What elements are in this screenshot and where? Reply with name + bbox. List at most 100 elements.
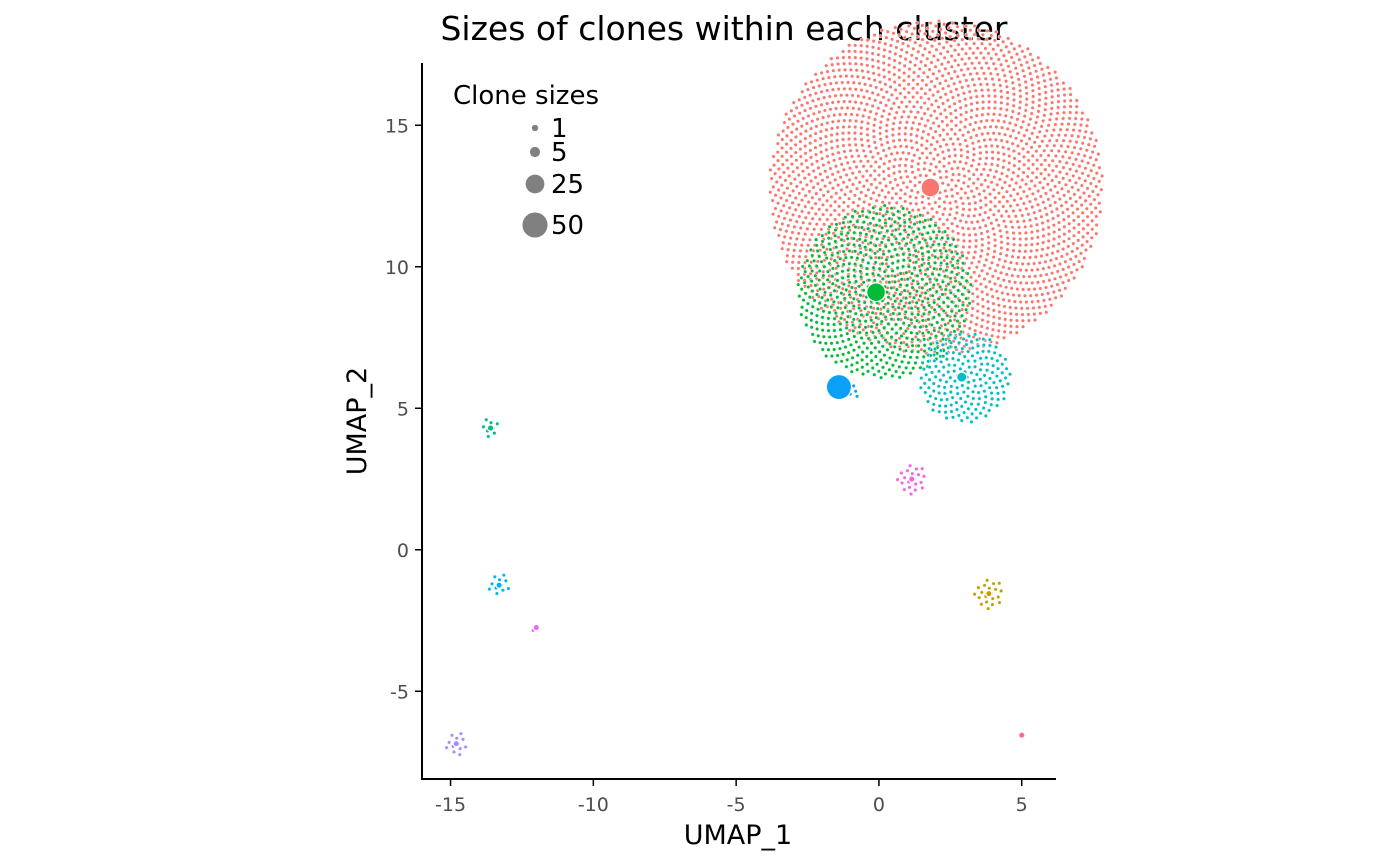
cell-point	[886, 190, 891, 195]
cell-point	[978, 356, 983, 361]
cell-point	[1078, 122, 1083, 127]
cell-point	[994, 374, 999, 379]
cell-point	[1014, 181, 1019, 186]
cell-point	[969, 220, 974, 225]
cell-point	[935, 320, 940, 325]
cell-point	[796, 260, 801, 265]
cell-point	[1017, 249, 1022, 254]
cell-point	[846, 268, 851, 273]
cell-point	[946, 345, 951, 350]
cell-point	[847, 292, 852, 297]
cell-point	[832, 158, 837, 163]
cell-point	[1000, 125, 1005, 130]
cell-point	[1064, 171, 1069, 176]
cell-point	[903, 329, 908, 334]
cell-point	[807, 189, 812, 194]
cell-point	[844, 364, 849, 369]
cell-point	[853, 262, 858, 267]
cell-point	[853, 224, 858, 230]
cell-point	[795, 165, 800, 170]
cell-point	[1062, 98, 1067, 103]
cell-point	[1054, 138, 1059, 143]
cell-point	[1054, 256, 1059, 261]
cell-point	[935, 139, 940, 144]
cell-point	[1027, 136, 1032, 141]
cell-point	[1023, 230, 1028, 235]
cell-point	[1002, 132, 1008, 137]
cell-point	[850, 323, 856, 328]
cell-point	[771, 184, 776, 189]
cell-point	[950, 256, 955, 261]
cell-point	[1003, 113, 1008, 118]
cell-point	[909, 188, 914, 193]
cell-point	[1019, 138, 1024, 143]
cell-point	[816, 97, 821, 102]
cell-point	[944, 379, 949, 384]
cell-point	[1064, 200, 1069, 205]
cell-point	[895, 252, 900, 257]
x-tick-label: -15	[435, 794, 466, 816]
cell-point	[993, 345, 999, 350]
cell-point	[942, 391, 947, 396]
cell-point	[855, 360, 860, 365]
cell-point	[1005, 241, 1010, 246]
cell-point	[986, 173, 991, 178]
cell-point	[1076, 222, 1081, 227]
cell-point	[963, 103, 969, 108]
cell-point	[829, 341, 834, 346]
cell-point	[1004, 285, 1009, 290]
cell-point	[869, 182, 874, 187]
cell-point	[835, 278, 840, 283]
cell-point	[871, 190, 876, 195]
cell-point	[820, 315, 825, 320]
cell-point	[973, 332, 978, 337]
clusters-layer	[444, 19, 1105, 757]
cell-point	[820, 202, 825, 207]
cell-point	[920, 200, 925, 205]
cell-point	[1072, 275, 1077, 280]
cell-point	[852, 273, 857, 278]
cell-point	[949, 119, 954, 124]
cell-point	[962, 323, 967, 328]
cell-point	[1039, 124, 1044, 129]
cell-point	[940, 119, 945, 124]
cell-point	[960, 213, 965, 218]
cell-point	[969, 402, 974, 407]
cell-point	[1057, 170, 1063, 175]
cell-point	[940, 279, 945, 284]
cell-point	[928, 151, 933, 156]
cell-point	[962, 318, 967, 323]
cell-point	[874, 223, 879, 228]
cell-point	[1047, 71, 1052, 76]
cell-point	[990, 602, 995, 607]
cell-point	[877, 164, 882, 169]
cell-point	[1082, 153, 1087, 158]
cell-point	[984, 284, 989, 289]
cell-point	[841, 167, 846, 172]
cell-point	[780, 154, 785, 159]
cell-point	[952, 69, 957, 74]
cell-point	[500, 588, 506, 593]
cell-point	[844, 172, 849, 178]
cell-point	[836, 119, 841, 124]
cell-point	[978, 383, 984, 388]
cell-point	[852, 159, 857, 164]
cell-point	[874, 185, 879, 190]
cell-point	[918, 365, 923, 370]
cell-point	[853, 43, 858, 48]
cell-point	[886, 274, 891, 279]
cell-point	[1081, 226, 1086, 231]
cell-point	[955, 74, 960, 79]
cell-point	[812, 227, 817, 232]
cell-point	[794, 219, 799, 224]
cell-point	[1016, 77, 1021, 82]
cell-point	[1003, 375, 1008, 380]
cell-point	[915, 273, 920, 278]
cell-point	[964, 342, 969, 347]
cell-point	[944, 351, 949, 356]
cell-point	[883, 371, 888, 376]
cell-point	[965, 394, 970, 399]
cell-point	[890, 350, 895, 355]
cell-point	[870, 57, 875, 62]
